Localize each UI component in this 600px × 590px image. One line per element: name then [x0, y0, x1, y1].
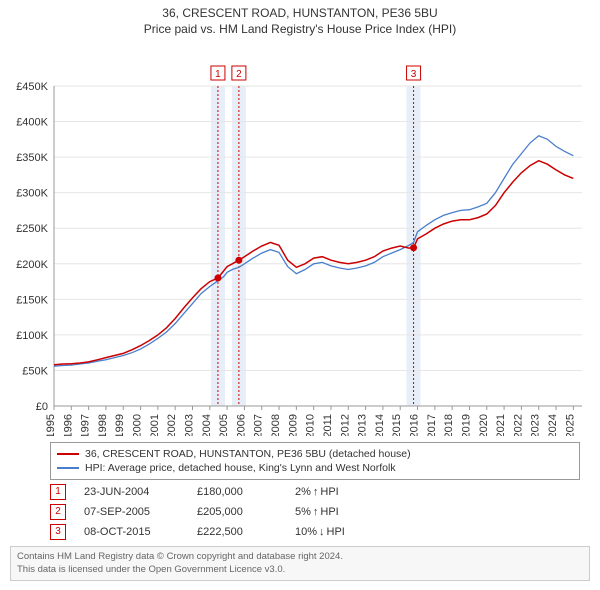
- legend-row: HPI: Average price, detached house, King…: [57, 461, 573, 475]
- hpi-label: HPI: [320, 506, 338, 518]
- title-line-1: 36, CRESCENT ROAD, HUNSTANTON, PE36 5BU: [0, 6, 600, 20]
- svg-text:2025: 2025: [564, 414, 576, 436]
- legend-swatch: [57, 453, 79, 455]
- svg-text:2022: 2022: [512, 414, 524, 436]
- transaction-price: £180,000: [197, 486, 277, 498]
- svg-text:2020: 2020: [478, 414, 490, 436]
- svg-text:£200K: £200K: [16, 259, 48, 271]
- svg-text:2001: 2001: [149, 414, 161, 436]
- transaction-hpi: 5%↑HPI: [295, 506, 339, 518]
- footer-attribution: Contains HM Land Registry data © Crown c…: [10, 546, 590, 581]
- transaction-marker: 3: [50, 524, 66, 540]
- transaction-marker: 1: [50, 484, 66, 500]
- transaction-row: 2 07-SEP-2005 £205,000 5%↑HPI: [50, 504, 580, 520]
- svg-text:2009: 2009: [287, 414, 299, 436]
- transaction-marker: 2: [50, 504, 66, 520]
- svg-text:£150K: £150K: [16, 294, 48, 306]
- price-chart: £0 £50K £100K £150K £200K £250K £300K £350K £400…: [0, 36, 600, 436]
- chart-container: £0 £50K £100K £150K £200K £250K £300K £350K £400…: [0, 36, 600, 436]
- svg-text:2015: 2015: [391, 414, 403, 436]
- svg-text:2: 2: [236, 69, 242, 80]
- transaction-price: £222,500: [197, 526, 277, 538]
- transaction-date: 23-JUN-2004: [84, 486, 179, 498]
- svg-text:£0: £0: [36, 401, 48, 413]
- transaction-date: 07-SEP-2005: [84, 506, 179, 518]
- transaction-date: 08-OCT-2015: [84, 526, 179, 538]
- legend-swatch: [57, 467, 79, 469]
- transaction-hpi: 10%↓HPI: [295, 526, 345, 538]
- transaction-hpi: 2%↑HPI: [295, 486, 339, 498]
- svg-text:2016: 2016: [409, 414, 421, 436]
- svg-text:£450K: £450K: [16, 81, 48, 93]
- svg-text:3: 3: [411, 69, 417, 80]
- chart-titles: 36, CRESCENT ROAD, HUNSTANTON, PE36 5BU …: [0, 0, 600, 36]
- footer-line-1: Contains HM Land Registry data © Crown c…: [17, 551, 583, 563]
- svg-text:2007: 2007: [253, 414, 265, 436]
- svg-text:2011: 2011: [322, 414, 334, 436]
- legend-label: HPI: Average price, detached house, King…: [85, 461, 396, 475]
- svg-text:2018: 2018: [443, 414, 455, 436]
- hpi-label: HPI: [327, 526, 345, 538]
- transaction-price: £205,000: [197, 506, 277, 518]
- svg-text:1: 1: [215, 69, 221, 80]
- hpi-arrow-icon: ↑: [313, 486, 319, 498]
- hpi-percent: 2%: [295, 486, 311, 498]
- svg-text:£250K: £250K: [16, 223, 48, 235]
- svg-text:£50K: £50K: [22, 365, 48, 377]
- hpi-arrow-icon: ↑: [313, 506, 319, 518]
- svg-text:2013: 2013: [357, 414, 369, 436]
- footer-line-2: This data is licensed under the Open Gov…: [17, 564, 583, 576]
- svg-text:2019: 2019: [460, 414, 472, 436]
- svg-text:1996: 1996: [62, 414, 74, 436]
- svg-text:1999: 1999: [114, 414, 126, 436]
- svg-text:2006: 2006: [235, 414, 247, 436]
- transactions-table: 123-JUN-2004£180,0002%↑HPI207-SEP-2005£2…: [50, 484, 580, 540]
- svg-text:2010: 2010: [305, 414, 317, 436]
- svg-text:2017: 2017: [426, 414, 438, 436]
- svg-text:2012: 2012: [339, 414, 351, 436]
- svg-text:1995: 1995: [45, 414, 57, 436]
- svg-text:1997: 1997: [80, 414, 92, 436]
- svg-text:2014: 2014: [374, 414, 386, 436]
- svg-text:2023: 2023: [530, 414, 542, 436]
- svg-text:2002: 2002: [166, 414, 178, 436]
- svg-text:£300K: £300K: [16, 188, 48, 200]
- svg-text:£350K: £350K: [16, 152, 48, 164]
- svg-text:2003: 2003: [183, 414, 195, 436]
- svg-text:2005: 2005: [218, 414, 230, 436]
- svg-text:1998: 1998: [97, 414, 109, 436]
- transaction-row: 3 08-OCT-2015 £222,500 10%↓HPI: [50, 524, 580, 540]
- legend: 36, CRESCENT ROAD, HUNSTANTON, PE36 5BU …: [50, 442, 580, 480]
- hpi-arrow-icon: ↓: [319, 526, 325, 538]
- svg-text:2004: 2004: [201, 414, 213, 436]
- svg-text:2024: 2024: [547, 414, 559, 436]
- svg-text:2021: 2021: [495, 414, 507, 436]
- svg-text:£100K: £100K: [16, 330, 48, 342]
- hpi-label: HPI: [320, 486, 338, 498]
- svg-text:2000: 2000: [132, 414, 144, 436]
- legend-label: 36, CRESCENT ROAD, HUNSTANTON, PE36 5BU …: [85, 447, 411, 461]
- svg-text:2008: 2008: [270, 414, 282, 436]
- legend-row: 36, CRESCENT ROAD, HUNSTANTON, PE36 5BU …: [57, 447, 573, 461]
- hpi-percent: 5%: [295, 506, 311, 518]
- svg-text:£400K: £400K: [16, 117, 48, 129]
- hpi-percent: 10%: [295, 526, 317, 538]
- title-line-2: Price paid vs. HM Land Registry's House …: [0, 22, 600, 36]
- transaction-row: 1 23-JUN-2004 £180,000 2%↑HPI: [50, 484, 580, 500]
